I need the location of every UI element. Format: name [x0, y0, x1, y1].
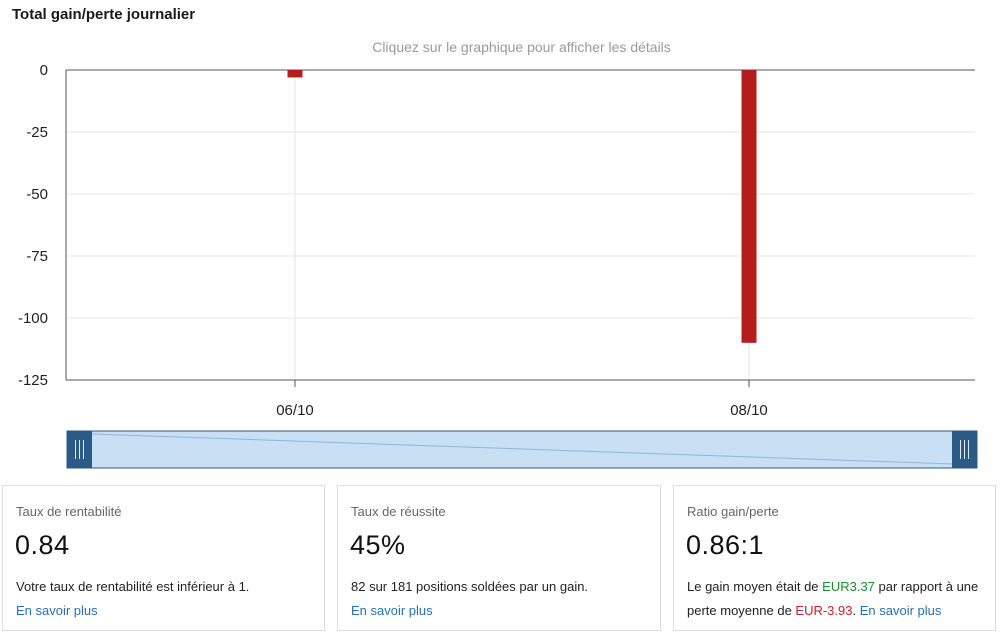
bar[interactable] — [741, 70, 757, 343]
card-desc-text: Le gain moyen était de — [687, 579, 823, 594]
card-label: Ratio gain/perte — [687, 504, 779, 519]
y-tick-label: -100 — [18, 310, 48, 327]
learn-more-link[interactable]: En savoir plus — [859, 603, 942, 618]
card-value: 45% — [350, 530, 406, 560]
card-desc-text: par rapport à une perte moyenne de — [687, 579, 979, 618]
y-tick-label: -25 — [26, 124, 48, 141]
learn-more-link[interactable]: En savoir plus — [16, 603, 98, 618]
x-tick-label: 06/10 — [276, 402, 314, 419]
card-profit-factor: Taux de rentabilité 0.84 Votre taux de r… — [2, 485, 325, 631]
card-description: Le gain moyen était de EUR3.37 par rappo… — [687, 575, 985, 623]
page-title: Total gain/perte journalier — [12, 6, 196, 23]
card-desc-text: 82 sur 181 positions soldées par un gain… — [351, 579, 589, 594]
x-tick-label: 08/10 — [730, 402, 768, 419]
card-value: 0.84 — [15, 530, 70, 560]
chart-svg[interactable]: Cliquez sur le graphique pour afficher l… — [0, 30, 1000, 475]
card-label: Taux de rentabilité — [16, 504, 122, 519]
y-tick-label: -50 — [26, 186, 48, 203]
card-gain-loss-ratio: Ratio gain/perte 0.86:1 Le gain moyen ét… — [673, 485, 996, 631]
card-value: 0.86:1 — [686, 530, 765, 560]
card-win-rate: Taux de réussite 45% 82 sur 181 position… — [337, 485, 661, 631]
card-description: 82 sur 181 positions soldées par un gain… — [351, 575, 650, 623]
navigator-series-line — [91, 433, 953, 465]
bar[interactable] — [287, 70, 303, 78]
card-desc-text: . — [852, 603, 860, 618]
card-desc-text: Votre taux de rentabilité est inférieur … — [16, 579, 250, 594]
learn-more-link[interactable]: En savoir plus — [351, 603, 433, 618]
card-label: Taux de réussite — [351, 504, 446, 519]
y-tick-label: -75 — [26, 248, 48, 265]
avg-gain-value: EUR3.37 — [822, 579, 875, 594]
avg-loss-value: EUR-3.93 — [795, 603, 853, 618]
y-tick-label: -125 — [18, 372, 48, 389]
stats-cards: Taux de rentabilité 0.84 Votre taux de r… — [0, 485, 1000, 633]
daily-gain-loss-chart[interactable]: Cliquez sur le graphique pour afficher l… — [0, 30, 1000, 475]
chart-hint: Cliquez sur le graphique pour afficher l… — [372, 39, 671, 55]
card-description: Votre taux de rentabilité est inférieur … — [16, 575, 314, 623]
y-tick-label: 0 — [40, 62, 48, 79]
